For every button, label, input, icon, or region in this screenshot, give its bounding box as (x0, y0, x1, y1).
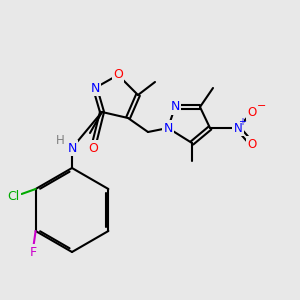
Text: Cl: Cl (8, 190, 20, 203)
Text: N: N (163, 122, 173, 134)
Text: N: N (67, 142, 77, 154)
Text: O: O (248, 106, 256, 118)
Text: +: + (238, 117, 246, 127)
Text: N: N (234, 122, 242, 134)
Text: −: − (257, 101, 267, 111)
Text: O: O (248, 137, 256, 151)
Text: O: O (88, 142, 98, 154)
Text: N: N (90, 82, 100, 94)
Text: F: F (30, 245, 37, 259)
Text: O: O (113, 68, 123, 82)
Text: N: N (170, 100, 180, 113)
Text: H: H (56, 134, 64, 146)
